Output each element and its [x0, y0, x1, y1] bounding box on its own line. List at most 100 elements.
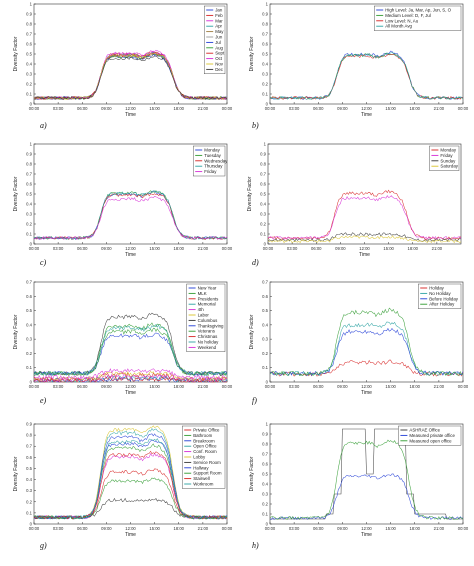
legend-entry: Hallway [193, 465, 209, 470]
series-line [33, 373, 228, 383]
x-tick-label: 06:00 [311, 246, 322, 251]
legend-entry: Wednesday [204, 158, 228, 163]
y-tick-label: 0.8 [26, 433, 32, 438]
x-tick-label: 00:00 [458, 106, 469, 111]
legend-entry: High Level: Ja, Mar, Ap, Jun, S, O [385, 8, 451, 13]
y-tick-label: 0.8 [26, 162, 32, 167]
legend-entry: Friday [440, 153, 453, 158]
y-axis-label: Diversity Factor [249, 456, 255, 491]
panel-label: f) [252, 396, 257, 405]
x-axis-label: Time [125, 390, 136, 396]
y-tick-label: 0.5 [26, 308, 32, 313]
x-tick-label: 21:00 [198, 384, 209, 389]
y-tick-label: 0 [30, 242, 33, 247]
x-tick-label: 09:00 [337, 526, 348, 531]
x-tick-label: 18:00 [408, 246, 419, 251]
legend-entry: Jan [215, 8, 223, 13]
legend-entry: Conf. Room [193, 449, 217, 454]
legend-entry: May [215, 29, 224, 34]
x-tick-label: 12:00 [361, 106, 372, 111]
legend-box [374, 5, 462, 31]
x-tick-label: 00:00 [265, 384, 276, 389]
y-tick-label: 0.7 [26, 444, 32, 449]
y-tick-label: 0.4 [262, 482, 268, 487]
y-tick-label: 0.4 [262, 62, 268, 67]
legend-entry: Before Holiday [429, 296, 459, 301]
y-tick-label: 0.3 [26, 337, 32, 342]
x-tick-label: 03:00 [289, 526, 300, 531]
x-tick-label: 06:00 [313, 384, 324, 389]
y-tick-label: 0.2 [262, 82, 268, 87]
x-tick-label: 06:00 [313, 526, 324, 531]
y-tick-label: 0.6 [262, 294, 268, 299]
x-tick-label: 18:00 [410, 526, 421, 531]
series-line [269, 307, 464, 376]
legend-entry: Oct [215, 56, 223, 61]
legend-entry: Friday [204, 169, 217, 174]
y-tick-label: 0.2 [26, 499, 32, 504]
y-tick-label: 0.9 [262, 432, 268, 437]
legend-entry: Saturday [440, 164, 458, 169]
legend-entry: New Year [198, 286, 217, 291]
series-line [33, 195, 228, 240]
legend-entry: Feb [215, 13, 223, 18]
x-tick-label: 21:00 [434, 106, 445, 111]
x-tick-label: 12:00 [361, 526, 372, 531]
legend-entry: Thursday [204, 164, 223, 169]
y-tick-label: 0.6 [262, 42, 268, 47]
series-line [33, 376, 228, 383]
legend-entry: Breakroom [193, 438, 215, 443]
legend-entry: Lobby [193, 455, 206, 460]
x-tick-label: 00:00 [29, 106, 40, 111]
y-tick-label: 0.2 [26, 351, 32, 356]
y-axis-label: Diversity Factor [13, 176, 19, 211]
y-tick-label: 0.5 [262, 472, 268, 477]
x-tick-label: 15:00 [149, 106, 160, 111]
y-tick-label: 0.7 [262, 32, 268, 37]
y-axis-label: Diversity Factor [13, 456, 19, 491]
series-line [33, 55, 228, 101]
x-axis-label: Time [125, 112, 136, 118]
y-tick-label: 0 [266, 380, 269, 385]
x-tick-label: 18:00 [410, 106, 421, 111]
x-tick-label: 12:00 [125, 246, 136, 251]
y-tick-label: 0.7 [260, 172, 266, 177]
y-tick-label: 0.5 [26, 52, 32, 57]
x-tick-label: 00:00 [222, 106, 233, 111]
y-tick-label: 0.4 [26, 477, 32, 482]
y-tick-label: 0.7 [262, 280, 268, 285]
chart-panel-h: 0 0.1 0.2 0.3 0.4 0.5 0.6 0.7 0.8 0.9 1 00:00 03:00 0… [249, 422, 469, 551]
x-tick-label: 03:00 [289, 106, 300, 111]
legend: New YearMLKPresidentsMemorial4thLaborCol… [186, 283, 226, 353]
x-tick-label: 00:00 [29, 384, 40, 389]
chart-panel-g: 0 0.1 0.2 0.3 0.4 0.5 0.6 0.7 0.8 0.9 00:00 03:00 06… [13, 422, 233, 551]
y-tick-label: 0.6 [26, 455, 32, 460]
y-tick-label: 0.2 [262, 351, 268, 356]
series-line [269, 52, 464, 100]
y-axis-label: Diversity Factor [13, 36, 19, 71]
y-tick-label: 1 [30, 2, 33, 7]
y-tick-label: 0.5 [26, 192, 32, 197]
series-line [33, 438, 228, 520]
x-tick-label: 21:00 [432, 246, 443, 251]
x-tick-label: 18:00 [174, 384, 185, 389]
legend-entry: Mar [215, 18, 223, 23]
y-tick-label: 0.2 [260, 222, 266, 227]
y-tick-label: 0.2 [26, 222, 32, 227]
y-tick-label: 0.1 [262, 512, 268, 517]
legend-box [398, 425, 462, 446]
x-tick-label: 15:00 [149, 246, 160, 251]
y-tick-label: 0 [30, 522, 33, 527]
x-tick-label: 12:00 [125, 384, 136, 389]
x-axis-label: Time [361, 532, 372, 538]
y-tick-label: 0.5 [26, 466, 32, 471]
panel-label: h) [252, 541, 259, 550]
x-tick-label: 00:00 [222, 384, 233, 389]
x-tick-label: 21:00 [434, 384, 445, 389]
y-tick-label: 0.8 [262, 22, 268, 27]
legend-entry: After Holiday [429, 302, 455, 307]
y-tick-label: 0.4 [262, 322, 268, 327]
legend-entry: Nov [215, 62, 224, 67]
y-axis-label: Diversity Factor [249, 314, 255, 349]
